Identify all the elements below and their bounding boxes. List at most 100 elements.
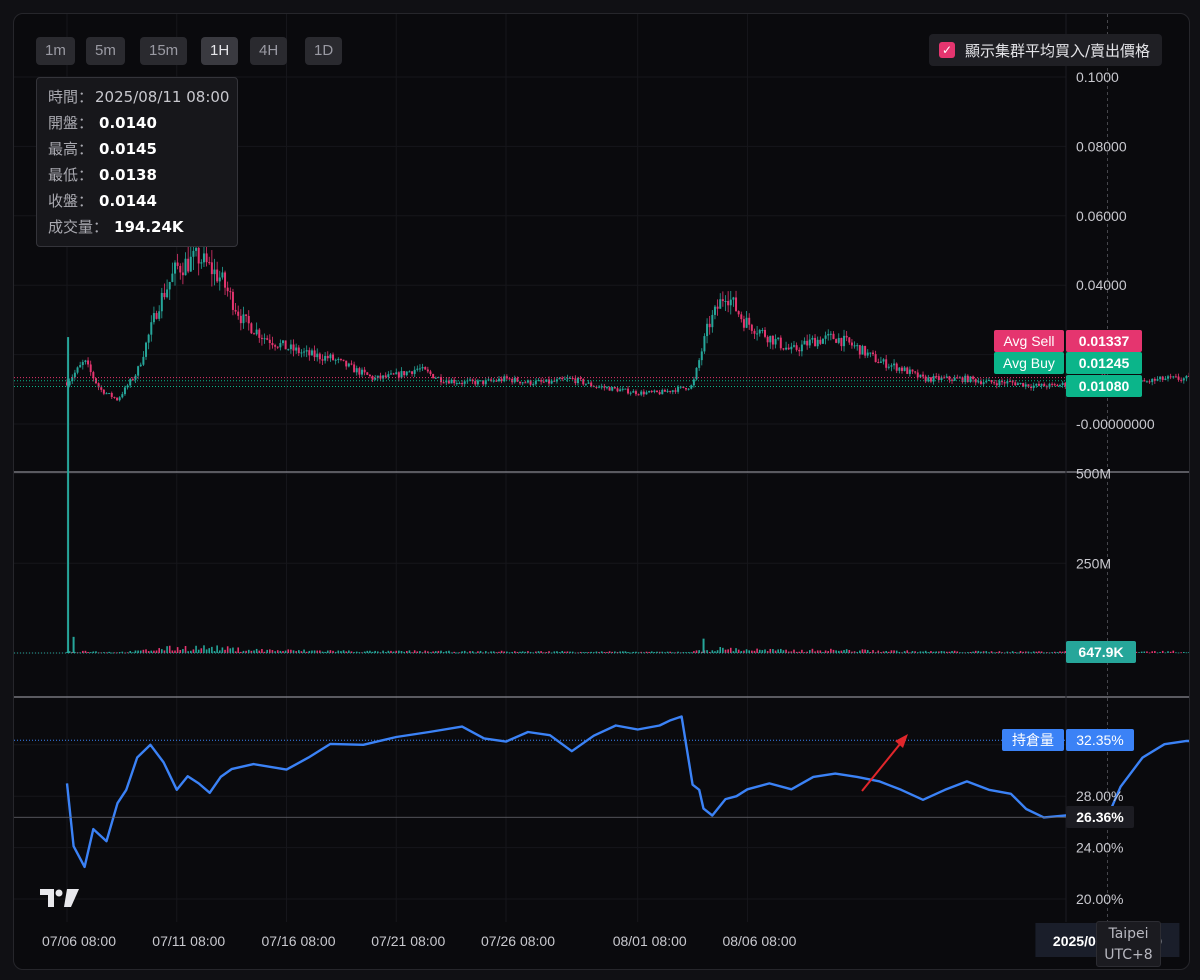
candle-body — [461, 383, 464, 385]
candle — [366, 371, 369, 376]
candle-body — [1040, 383, 1043, 386]
candle — [355, 365, 358, 376]
candle-body — [384, 375, 387, 378]
candle — [139, 362, 142, 367]
candle-body — [195, 247, 198, 251]
candle — [995, 380, 998, 389]
volume-bar — [155, 650, 158, 653]
candle-body — [513, 377, 516, 383]
candle-body — [785, 347, 788, 350]
candle-body — [263, 338, 266, 340]
candle — [263, 333, 266, 344]
candle — [677, 385, 680, 394]
candle — [977, 377, 980, 384]
candle-body — [347, 363, 350, 367]
candle — [242, 306, 245, 329]
candle-body — [550, 380, 553, 384]
candle-body — [482, 380, 485, 385]
candle-body — [850, 342, 853, 346]
timezone-button[interactable]: Taipei UTC+8 — [1096, 921, 1161, 967]
candle-body — [964, 375, 967, 383]
timeframe-4h-button[interactable]: 4H — [250, 37, 288, 65]
timeframe-1h-button[interactable]: 1H — [201, 37, 239, 65]
volume-bar — [869, 651, 872, 653]
candle-body — [566, 378, 569, 380]
candle — [566, 374, 569, 382]
candle — [816, 336, 819, 349]
volume-bar — [956, 651, 959, 653]
marker-value-label: 0.01337 — [1079, 333, 1130, 349]
volume-bar — [400, 651, 403, 653]
volume-bar — [974, 650, 977, 653]
timeframe-1d-button[interactable]: 1D — [305, 37, 343, 65]
candle-body — [471, 379, 474, 382]
candle — [819, 336, 822, 346]
volume-bar — [590, 651, 592, 653]
candle — [729, 291, 732, 315]
candle-body — [508, 378, 511, 380]
candle-body — [116, 397, 119, 401]
candle — [508, 377, 511, 380]
candle-body — [245, 314, 248, 316]
candle-body — [519, 381, 522, 384]
candle-body — [808, 339, 811, 346]
timeframe-15m-button[interactable]: 15m — [140, 37, 188, 65]
candle — [595, 385, 598, 389]
volume-bar — [337, 650, 340, 653]
candle — [526, 379, 529, 384]
candle — [329, 353, 332, 362]
candle-body — [985, 380, 988, 383]
candle-body — [155, 313, 158, 319]
volume-bar — [751, 650, 753, 653]
volume-bar — [993, 652, 995, 654]
tooltip-volume-label: 成交量： — [48, 218, 109, 236]
candle — [890, 363, 893, 372]
candle-body — [916, 372, 919, 378]
candle-body — [184, 258, 187, 276]
volume-bar — [313, 650, 316, 653]
candle — [437, 376, 440, 379]
candle-body — [247, 315, 250, 324]
candle-body — [142, 356, 145, 365]
volume-bar — [719, 647, 722, 653]
candle-body — [71, 377, 74, 382]
candle — [68, 378, 71, 388]
volume-bar — [685, 652, 687, 654]
candle-body — [898, 367, 901, 371]
candle-body — [134, 375, 137, 380]
candle — [1156, 376, 1159, 382]
cluster-average-label: 顯示集群平均買入/賣出價格 — [965, 41, 1151, 60]
volume-bar — [737, 649, 740, 653]
candle — [561, 376, 564, 382]
chart-canvas[interactable]: 0.10000.080000.060000.04000-0.0000000075… — [14, 14, 1189, 969]
volume-bar — [1177, 652, 1180, 654]
candle — [537, 377, 540, 382]
volume-bar — [192, 649, 195, 653]
volume-bar — [1156, 652, 1159, 654]
candle-body — [684, 387, 687, 390]
volume-bar — [1175, 652, 1177, 654]
candle — [260, 334, 263, 346]
volume-bar — [1032, 651, 1035, 653]
volume-bar — [653, 652, 656, 653]
candle-body — [835, 339, 838, 343]
timeframe-5m-button[interactable]: 5m — [86, 37, 125, 65]
volume-bar — [395, 650, 398, 653]
candle — [737, 310, 740, 318]
candle — [371, 375, 374, 383]
candle-body — [305, 350, 308, 352]
volume-bar — [453, 651, 455, 653]
candle — [1145, 380, 1148, 383]
candle-body — [445, 380, 448, 383]
candle-body — [187, 258, 190, 272]
cluster-average-toggle[interactable]: ✓ 顯示集群平均買入/賣出價格 — [929, 34, 1163, 66]
volume-bar — [930, 651, 932, 653]
candle-body — [700, 351, 703, 361]
checkbox-checked-icon[interactable]: ✓ — [939, 42, 955, 58]
timeframe-1m-button[interactable]: 1m — [36, 37, 75, 65]
volume-bar — [269, 649, 271, 653]
volume-bar — [843, 650, 845, 653]
candle-body — [642, 391, 645, 395]
candle-body — [987, 380, 990, 382]
candle — [173, 260, 176, 286]
